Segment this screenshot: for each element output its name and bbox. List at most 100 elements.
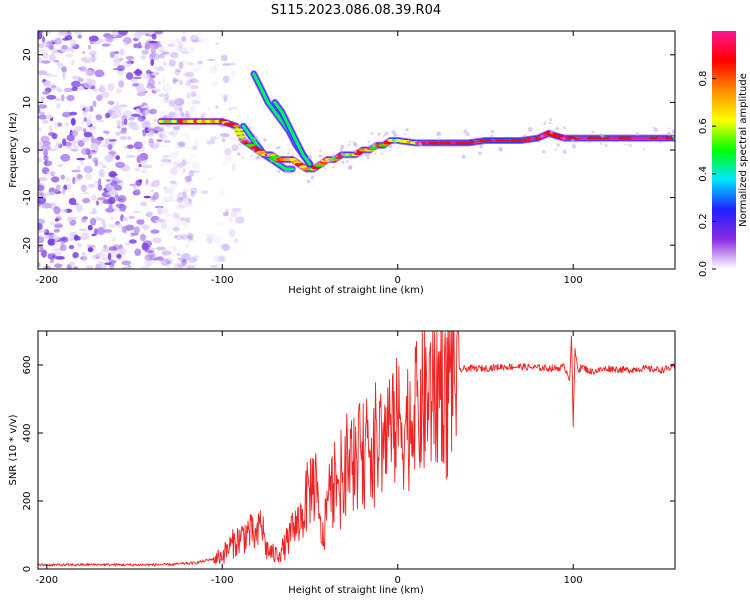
noise-blob: [178, 61, 184, 70]
noise-blob: [170, 128, 179, 136]
colorbar-ticks: 0.0 0.2 0.4 0.6 0.8: [698, 71, 716, 277]
spectral-speckle: [555, 126, 559, 131]
noise-blob: [179, 80, 183, 86]
spectrogram-y-label: Frequency (Hz): [8, 112, 19, 188]
noise-blob: [110, 260, 117, 264]
noise-blob: [155, 66, 164, 72]
noise-blob: [227, 62, 236, 66]
noise-blob: [190, 73, 194, 81]
spectral-speckle: [393, 132, 398, 138]
noise-blob: [41, 202, 52, 209]
noise-blob: [184, 81, 191, 88]
noise-blob: [43, 149, 48, 158]
noise-blob: [53, 206, 61, 215]
spectral-speckle: [293, 168, 297, 171]
spectral-speckle: [306, 179, 311, 184]
noise-blob: [166, 213, 170, 218]
spectral-speckle: [562, 137, 565, 140]
noise-blob: [207, 58, 216, 61]
spectral-speckle: [322, 165, 326, 169]
noise-blob: [186, 76, 196, 84]
spectral-speckle: [331, 154, 336, 159]
noise-blob: [165, 92, 169, 100]
noise-blob: [177, 145, 186, 149]
spectral-speckle: [238, 143, 242, 146]
noise-blob: [134, 167, 141, 172]
noise-blob: [127, 136, 132, 141]
noise-blob: [119, 48, 125, 57]
spectral-speckle: [479, 144, 484, 149]
noise-blob: [121, 120, 125, 126]
noise-blob: [190, 192, 196, 196]
noise-blob: [108, 139, 117, 142]
noise-blob: [160, 208, 168, 214]
x-tick-label: 0: [395, 575, 401, 586]
noise-blob: [97, 161, 104, 166]
noise-blob: [210, 136, 218, 141]
noise-blob: [185, 83, 192, 86]
noise-blob: [97, 197, 107, 201]
noise-blob: [174, 235, 178, 239]
noise-blob: [64, 122, 69, 126]
noise-blob: [84, 69, 94, 77]
spectral-speckle: [437, 137, 441, 141]
noise-blob: [42, 140, 51, 146]
noise-blob: [172, 161, 179, 169]
spectral-speckle: [403, 132, 406, 136]
spectral-speckle: [326, 159, 330, 163]
noise-blob: [119, 57, 124, 61]
noise-blob: [53, 228, 60, 233]
noise-blob: [175, 150, 180, 155]
noise-blob: [183, 48, 188, 52]
snr-panel: -200 -100 0 100 0 200 400 600 Height of straigh…: [8, 330, 676, 596]
spectral-speckle: [240, 137, 243, 140]
spectral-speckle: [347, 143, 351, 146]
spectral-speckle: [352, 149, 356, 153]
spectral-speckle: [266, 153, 271, 157]
noise-blob: [48, 45, 54, 50]
noise-blob: [209, 65, 218, 74]
noise-blob: [163, 217, 170, 223]
noise-blob: [168, 245, 177, 249]
snr-axes: -200 -100 0 100 0 200 400 600: [22, 331, 675, 586]
spectral-speckle: [543, 121, 547, 125]
noise-blob: [216, 220, 225, 227]
x-tick-label: -200: [35, 275, 58, 286]
spectral-speckle: [418, 142, 423, 147]
noise-blob: [61, 44, 68, 50]
noise-blob: [163, 186, 168, 190]
colorbar-label: Normalized spectral amplitude: [738, 73, 749, 227]
noise-blob: [60, 49, 67, 53]
noise-blob: [133, 226, 140, 234]
noise-blob: [71, 59, 75, 66]
noise-blob: [164, 200, 173, 204]
spectral-peak: [486, 138, 494, 143]
noise-blob: [72, 202, 79, 206]
spectral-speckle: [335, 155, 339, 158]
spectral-speckle: [270, 160, 273, 163]
noise-blob: [177, 141, 186, 147]
noise-blob: [144, 249, 154, 253]
noise-blob: [169, 180, 177, 184]
noise-blob: [199, 38, 209, 44]
noise-blob: [90, 210, 98, 215]
noise-blob: [170, 51, 179, 59]
noise-blob: [91, 194, 97, 201]
noise-blob: [104, 137, 111, 144]
noise-blob: [128, 116, 136, 121]
spectrogram-x-label: Height of straight line (km): [288, 285, 424, 296]
noise-blob: [90, 218, 97, 226]
noise-blob: [77, 140, 85, 147]
noise-blob: [180, 111, 185, 117]
noise-blob: [90, 142, 99, 150]
noise-blob: [124, 41, 128, 47]
noise-blob: [153, 31, 164, 35]
spectral-peak: [234, 131, 246, 135]
noise-blob: [189, 78, 194, 82]
noise-blob: [109, 216, 115, 220]
noise-blob: [191, 39, 200, 43]
noise-blob: [172, 212, 180, 219]
noise-blob: [97, 119, 105, 123]
noise-blob: [180, 160, 190, 166]
noise-blob: [153, 43, 162, 48]
